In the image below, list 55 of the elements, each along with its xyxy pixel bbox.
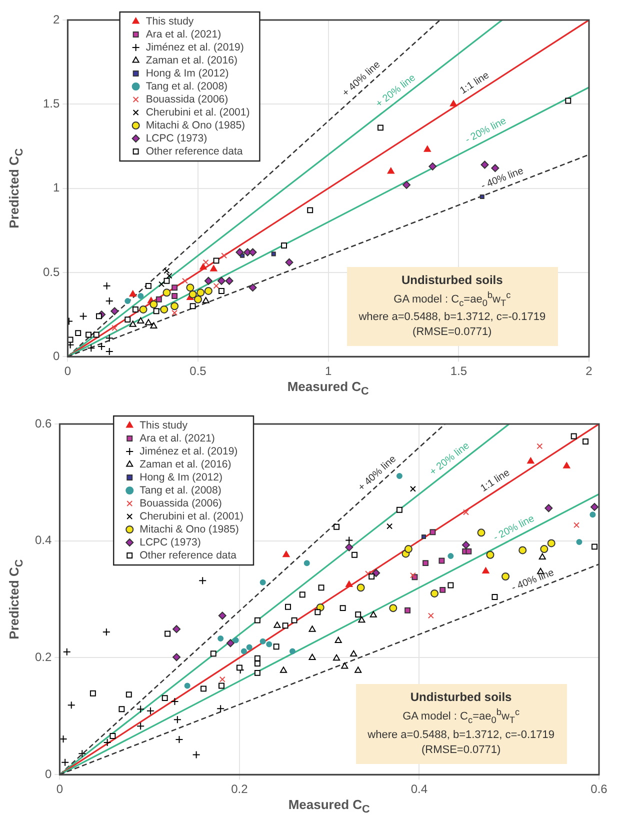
legend-label: This study (140, 419, 188, 432)
annotation: - 20% line (492, 513, 537, 544)
x-tick-label: 1 (324, 364, 332, 378)
y-tick-label: 0.5 (42, 264, 60, 279)
y-tick-label: 2 (52, 12, 60, 26)
y-tick-label: 0 (44, 766, 52, 781)
legend-label: Bouassida (2006) (146, 93, 228, 106)
annotation: - 20% line (464, 115, 509, 146)
legend-label: Hong & Im (2012) (140, 471, 222, 484)
legend-label: LCPC (1973) (140, 536, 201, 548)
annotation: - 40% line (510, 567, 556, 594)
legend-label: Jiménez et al. (2019) (140, 445, 238, 458)
y-tick-label: 1.5 (42, 96, 60, 110)
y-tick-label: 0.2 (34, 650, 52, 664)
legend-label: Hong & Im (2012) (146, 67, 229, 80)
annotation: 1:1 line (478, 467, 512, 494)
x-tick-label: 1.5 (450, 364, 468, 378)
x-axis-title: Measured C$_{C}$ (287, 378, 369, 398)
legend-label: Other reference data (140, 549, 237, 562)
y-tick-label: 0.6 (34, 416, 52, 430)
x-tick-label: 0 (64, 364, 72, 378)
y-tick-label: 0 (52, 348, 60, 363)
legend-label: Tang et al. (2008) (140, 484, 222, 496)
x-tick-label: 0.5 (190, 364, 207, 378)
legend-label: Other reference data (146, 145, 243, 158)
legend-label: Mitachi & Ono (1985) (146, 119, 246, 132)
annotation: Undisturbed soils (409, 690, 513, 706)
legend-label: Cherubini et al. (2001) (146, 106, 250, 118)
legend-label: LCPC (1973) (146, 132, 208, 144)
annotation: (RMSE=0.0771) (412, 325, 493, 340)
legend-label: This study (146, 15, 194, 28)
annotation: + 20% line (428, 440, 472, 478)
annotation: where a=0.5488, b=1.3712, c=-0.1719 (358, 310, 546, 326)
legend-label: Cherubini et al. (2001) (140, 510, 244, 522)
annotation: - 40% line (480, 165, 526, 192)
annotation: + 40% line (356, 453, 399, 494)
legend-label: Ara et al. (2021) (140, 432, 215, 444)
annotation: where a=0.5488, b=1.3712, c=-0.1719 (368, 728, 554, 743)
x-axis-title: Measured C$_{C}$ (288, 796, 370, 816)
legend-label: Bouassida (2006) (140, 497, 222, 510)
x-tick-label: 2 (586, 364, 593, 378)
legend-label: Zaman et al. (2016) (146, 54, 238, 66)
y-tick-label: 0.4 (34, 533, 52, 548)
x-tick-label: 0.2 (231, 782, 248, 796)
y-tick-label: 1 (52, 180, 60, 195)
legend-label: Jiménez et al. (2019) (146, 41, 244, 54)
legend-label: Zaman et al. (2016) (140, 458, 232, 470)
legend-label: Ara et al. (2021) (146, 28, 222, 40)
annotation: (RMSE=0.0771) (420, 742, 502, 758)
x-tick-label: 0.6 (590, 782, 608, 796)
annotation: Undisturbed soils (400, 272, 504, 288)
x-tick-label: 0.4 (410, 782, 428, 796)
legend-label: Tang et al. (2008) (146, 80, 228, 92)
legend-label: Mitachi & Ono (1985) (140, 523, 239, 536)
annotation: 1:1 line (458, 70, 492, 97)
